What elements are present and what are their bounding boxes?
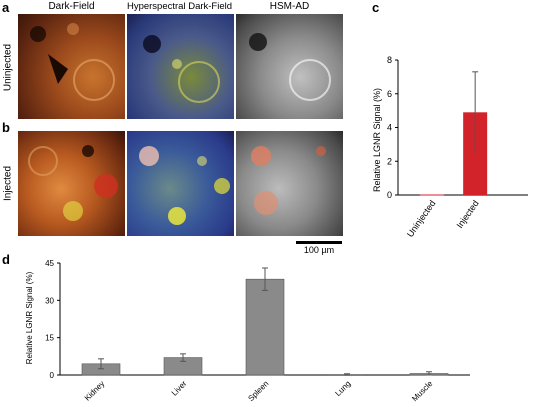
chart-d-ytick-label: 45 (45, 259, 54, 268)
column-title-hsm-ad: HSM-AD (269, 1, 310, 12)
chart-d-bar-spleen (245, 278, 285, 376)
chart-c-xtick-label: Injected (455, 198, 481, 230)
micrograph-hsmad-uninjected (236, 14, 343, 119)
chart-c-ytick-label: 0 (387, 190, 392, 200)
chart-c: Relative LGNR Signal (%) 0 2 4 6 8 Uninjected… (372, 55, 528, 239)
chart-c-ylabel: Relative LGNR Signal (%) (372, 88, 382, 192)
column-title-hyperspectral: Hyperspectral Dark-Field (126, 1, 233, 12)
micrograph-darkfield-uninjected (18, 14, 125, 119)
micrograph-hyperspectral-injected (127, 131, 234, 236)
chart-c-ytick-label: 2 (387, 156, 392, 166)
scale-bar-label: 100 µm (303, 245, 335, 255)
micrograph-hsmad-injected (236, 131, 343, 236)
chart-d-xtick-label: Liver (170, 379, 189, 398)
panel-d-letter: d (2, 252, 10, 267)
chart-c-ytick-label: 8 (387, 55, 392, 65)
chart-c-bar-uninjected (419, 194, 444, 196)
micrograph-darkfield-injected (18, 131, 125, 236)
chart-d-ytick-label: 15 (45, 334, 54, 343)
row-label-injected: Injected (2, 165, 14, 202)
chart-d-ylabel: Relative LGNR Signal (%) (25, 271, 34, 364)
chart-c-ytick-label: 6 (387, 89, 392, 99)
panel-b-letter: b (2, 120, 10, 135)
chart-c-ytick-label: 4 (387, 123, 392, 133)
scale-bar (296, 241, 342, 244)
chart-c-xtick-label: Uninjected (405, 198, 438, 239)
chart-d-ytick-label: 0 (50, 371, 55, 380)
micrograph-hyperspectral-uninjected (127, 14, 234, 119)
panel-c-letter: c (372, 0, 380, 15)
chart-d-ytick-label: 30 (45, 296, 54, 305)
chart-d: Relative LGNR Signal (%) 0 15 30 45 Kidney Li… (25, 259, 470, 404)
chart-d-xtick-label: Muscle (410, 379, 435, 404)
chart-d-xtick-label: Kidney (83, 379, 107, 403)
chart-d-xtick-label: Lung (333, 379, 352, 398)
panel-a-letter: a (2, 0, 10, 15)
column-title-dark-field: Dark-Field (48, 1, 95, 12)
chart-d-xtick-label: Spleen (246, 379, 270, 403)
row-label-uninjected: Uninjected (2, 43, 14, 92)
